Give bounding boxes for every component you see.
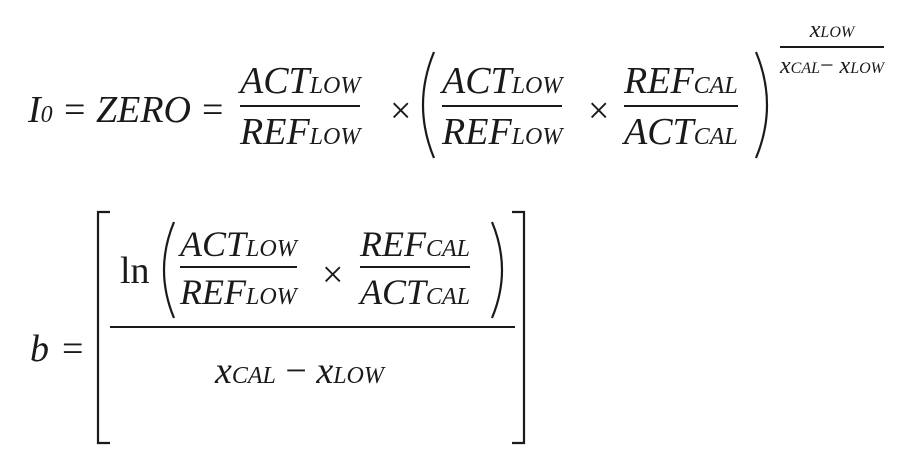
minus-sign: −	[285, 350, 307, 392]
ln-function: ln	[120, 250, 150, 292]
low-subscript: LOW	[511, 73, 563, 99]
equals-sign: =	[202, 89, 224, 131]
denominator: REFLOW	[442, 113, 562, 151]
right-paren	[754, 51, 769, 159]
low-subscript: LOW	[511, 124, 563, 150]
denominator: REFLOW	[180, 274, 297, 310]
act-text: ACT	[180, 224, 247, 264]
exponent-numerator: xLOW	[810, 18, 854, 42]
fraction-bar	[240, 105, 361, 107]
ref-text: REF	[240, 111, 310, 153]
low-subscript: LOW	[309, 124, 361, 150]
i-letter: I	[28, 89, 41, 131]
numerator: REFCAL	[360, 226, 470, 262]
x-variable: x	[809, 17, 821, 43]
fraction-bar	[624, 105, 738, 107]
fraction-ref-cal-over-act-cal: REFCAL ACTCAL	[624, 62, 738, 151]
ref-text: REF	[624, 60, 694, 102]
low-subscript: LOW	[246, 284, 297, 310]
numerator: ACTLOW	[442, 62, 562, 100]
right-bracket	[512, 210, 526, 445]
act-text: ACT	[624, 111, 694, 153]
x-variable: x	[780, 52, 791, 79]
fraction-bar	[360, 266, 471, 268]
right-paren	[490, 221, 504, 319]
x-variable: x	[316, 350, 334, 392]
x-variable: x	[215, 350, 232, 392]
equals-sign: =	[62, 328, 84, 370]
cal-subscript: CAL	[790, 59, 820, 77]
numerator: REFCAL	[624, 62, 738, 100]
equals-sign: =	[64, 89, 86, 131]
x-variable: x	[839, 52, 851, 79]
left-paren	[162, 221, 176, 319]
ref-text: REF	[360, 224, 426, 264]
act-text: ACT	[442, 60, 512, 102]
low-subscript: LOW	[309, 73, 361, 99]
exponent-denominator: xCAL− xLOW	[780, 54, 884, 78]
low-subscript: LOW	[850, 59, 884, 77]
cal-subscript: CAL	[426, 236, 471, 262]
denominator-xcal-minus-xlow: xCAL − xLOW	[215, 352, 384, 390]
left-bracket	[96, 210, 110, 445]
times-sign: ×	[322, 254, 344, 296]
cal-subscript: CAL	[693, 73, 738, 99]
fraction-act-low-over-ref-low: ACTLOW REFLOW	[180, 226, 297, 310]
exponent-fraction: xLOW xCAL− xLOW	[780, 18, 884, 78]
left-paren	[421, 51, 436, 159]
denominator: ACTCAL	[360, 274, 470, 310]
ref-text: REF	[180, 272, 246, 312]
fraction-bar	[780, 46, 884, 48]
denominator: ACTCAL	[624, 113, 738, 151]
act-text: ACT	[240, 60, 310, 102]
times-sign: ×	[588, 90, 610, 132]
minus-sign: −	[820, 52, 834, 79]
numerator: ACTLOW	[180, 226, 297, 262]
zero-label: ZERO	[96, 89, 191, 131]
times-sign: ×	[390, 90, 412, 132]
act-text: ACT	[360, 272, 427, 312]
low-subscript: LOW	[333, 363, 384, 389]
fraction-bar	[180, 266, 297, 268]
numerator: ACTLOW	[240, 62, 360, 100]
denominator: REFLOW	[240, 113, 360, 151]
cal-subscript: CAL	[231, 363, 276, 389]
ref-text: REF	[442, 111, 512, 153]
fraction-act-low-over-ref-low: ACTLOW REFLOW	[240, 62, 361, 151]
fraction-ref-cal-over-act-cal: REFCAL ACTCAL	[360, 226, 471, 310]
cal-subscript: CAL	[693, 124, 738, 150]
b-symbol: b	[30, 328, 49, 370]
i-subscript: 0	[40, 102, 53, 128]
low-subscript: LOW	[246, 236, 297, 262]
main-fraction-bar	[110, 326, 515, 328]
i0-symbol: I0	[28, 91, 53, 129]
low-subscript: LOW	[820, 24, 855, 41]
fraction-bar	[442, 105, 563, 107]
fraction-act-low-over-ref-low: ACTLOW REFLOW	[442, 62, 563, 151]
cal-subscript: CAL	[426, 284, 471, 310]
